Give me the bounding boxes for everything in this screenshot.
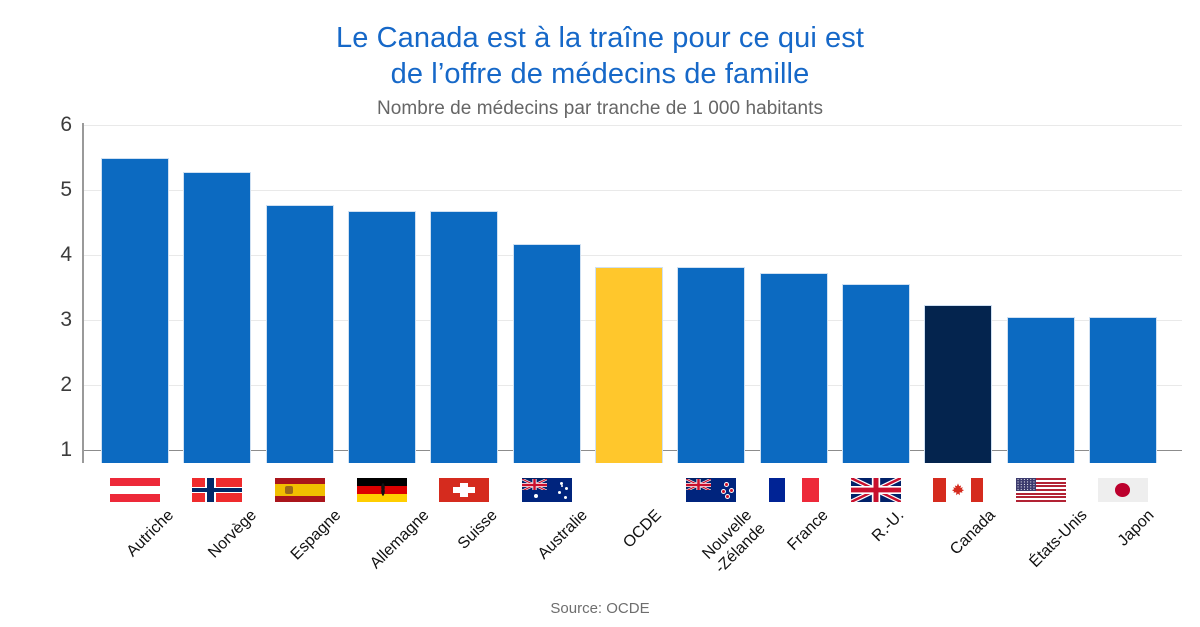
- norway-flag: [192, 478, 243, 502]
- bar-suisse[interactable]: [430, 211, 499, 463]
- bar-slot: [1082, 115, 1164, 463]
- source-note: Source: OCDE: [550, 600, 650, 617]
- x-label-slot: Espagne: [259, 502, 344, 592]
- flag-slot: [588, 478, 670, 502]
- flag-slot: [341, 478, 423, 502]
- y-tick-label-3: 3: [60, 308, 72, 331]
- bar-slot: [176, 115, 258, 463]
- x-label-slot: Norvège: [176, 502, 261, 592]
- flags-row: [82, 478, 1182, 502]
- bar-slot: [917, 115, 999, 463]
- flag-slot: [835, 478, 917, 502]
- bar-australie[interactable]: [512, 243, 581, 463]
- chart-title-line-2: de l’offre de médecins de famille: [390, 58, 810, 90]
- united-states-flag: [1015, 478, 1066, 502]
- x-axis-label-autriche: Autriche: [123, 506, 178, 561]
- x-axis-label-suisse: Suisse: [455, 506, 502, 553]
- bar-slot: [753, 115, 835, 463]
- x-axis-label-ocde: OCDE: [620, 506, 665, 552]
- x-label-slot: Canada: [917, 502, 999, 592]
- gridline-6: [82, 125, 1182, 126]
- flag-slot: [506, 478, 588, 502]
- x-label-slot: Suisse: [423, 502, 505, 592]
- bar-norvège[interactable]: [183, 172, 252, 463]
- austria-flag: [110, 478, 161, 502]
- y-tick-label-4: 4: [60, 243, 72, 266]
- x-axis-label-japon: Japon: [1114, 506, 1158, 550]
- bar-slot: [999, 115, 1081, 463]
- no-flag-placeholder: [604, 478, 654, 502]
- germany-flag: [357, 478, 408, 502]
- flag-slot: [259, 478, 341, 502]
- switzerland-flag: [439, 478, 490, 502]
- bar-slot: [835, 115, 917, 463]
- bar-slot: [588, 115, 670, 463]
- y-tick-label-2: 2: [60, 373, 72, 396]
- bar-nouvelle--zélande[interactable]: [677, 266, 746, 463]
- france-flag: [768, 478, 819, 502]
- gridline-4: [82, 255, 1182, 256]
- x-label-slot: Allemagne: [341, 502, 432, 592]
- x-label-slot: R.-U.: [835, 502, 917, 592]
- x-axis-label-france: France: [784, 506, 832, 554]
- bar-slot: [341, 115, 423, 463]
- flag-slot: [917, 478, 999, 502]
- flag-slot: [999, 478, 1081, 502]
- bar-états-unis[interactable]: [1006, 316, 1075, 463]
- new-zealand-flag: [686, 478, 737, 502]
- gridline-5: [82, 190, 1182, 191]
- bars-layer: [82, 115, 1182, 463]
- x-axis-labels: Autriche Norvège Espagne Allemagne Suisse Aus…: [82, 502, 1182, 592]
- x-label-slot: Autriche: [94, 502, 178, 592]
- bar-autriche[interactable]: [101, 157, 170, 463]
- y-tick-label-5: 5: [60, 178, 72, 201]
- x-axis-label-canada: Canada: [947, 506, 1000, 559]
- x-label-slot: États-Unis: [999, 502, 1090, 592]
- flag-slot: [176, 478, 258, 502]
- bar-allemagne[interactable]: [348, 211, 417, 463]
- flag-slot: [94, 478, 176, 502]
- flag-slot: [1082, 478, 1164, 502]
- bar-slot: [670, 115, 752, 463]
- united-kingdom-flag: [850, 478, 901, 502]
- bar-ocde[interactable]: [595, 266, 664, 463]
- bar-slot: [506, 115, 588, 463]
- chart-subtitle: Nombre de médecins par tranche de 1 000 …: [376, 98, 824, 119]
- flag-slot: [753, 478, 835, 502]
- japan-flag: [1097, 478, 1148, 502]
- bar-france[interactable]: [759, 273, 828, 463]
- y-tick-label-6: 6: [60, 113, 72, 136]
- bar-r--u-[interactable]: [841, 284, 910, 463]
- x-label-slot: OCDE: [588, 502, 670, 592]
- x-label-slot: Japon: [1082, 502, 1164, 592]
- x-label-slot: France: [753, 502, 835, 592]
- x-axis-label-espagne: Espagne: [287, 506, 345, 564]
- flag-slot: [423, 478, 505, 502]
- x-axis-label-norvège: Norvège: [205, 506, 261, 562]
- bar-slot: [94, 115, 176, 463]
- flag-slot: [670, 478, 752, 502]
- bar-slot: [259, 115, 341, 463]
- title-block: Le Canada est à la traîne pour ce qui es…: [0, 0, 1200, 120]
- y-tick-label-1: 1: [60, 438, 72, 461]
- x-label-slot: Nouvelle -Zélande: [670, 502, 769, 592]
- x-axis-label-r--u-: R.-U.: [868, 506, 908, 546]
- bar-espagne[interactable]: [265, 204, 334, 463]
- plot-area: 1 2 3 4 5 6: [0, 113, 1200, 475]
- bar-slot: [423, 115, 505, 463]
- australia-flag: [521, 478, 572, 502]
- bar-canada[interactable]: [924, 305, 993, 463]
- chart-title-line-1: Le Canada est à la traîne pour ce qui es…: [335, 22, 865, 54]
- x-axis-label-australie: Australie: [534, 506, 591, 563]
- canada-flag: [933, 478, 984, 502]
- y-axis-spine: [82, 123, 84, 463]
- bar-japon[interactable]: [1088, 316, 1157, 463]
- spain-flag: [274, 478, 325, 502]
- x-label-slot: Australie: [506, 502, 591, 592]
